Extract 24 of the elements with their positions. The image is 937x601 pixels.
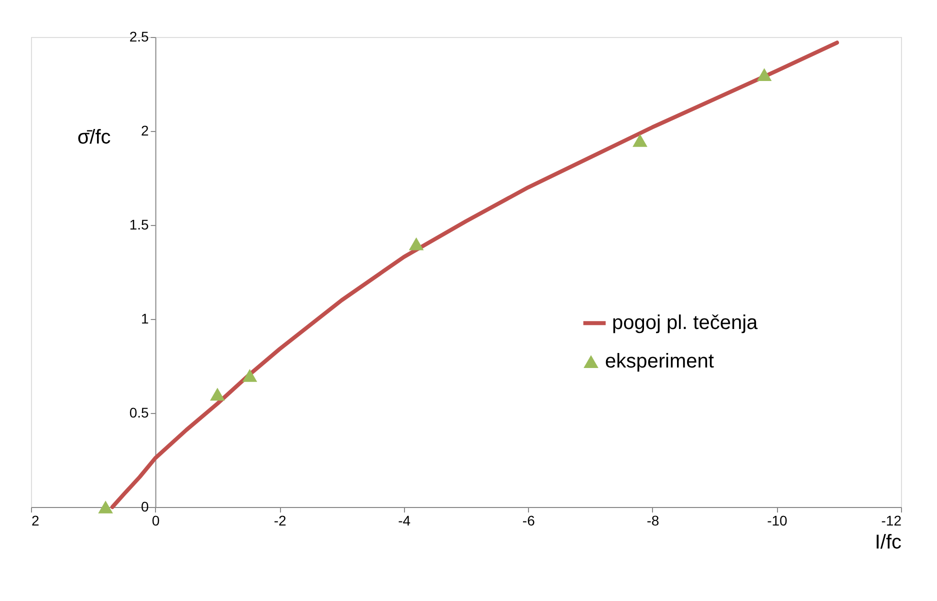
legend-label: eksperiment xyxy=(605,350,714,373)
point xyxy=(632,134,648,147)
x-tick-label: -6 xyxy=(522,512,536,528)
y-tick-label: 2 xyxy=(140,122,149,138)
y-tick-label: 2.5 xyxy=(129,28,149,44)
y-axis-title: σ̄/fc xyxy=(77,126,111,148)
x-tick-label: -12 xyxy=(881,512,902,528)
legend-label: pogoj pl. tečenja xyxy=(612,312,759,334)
x-tick-label: -8 xyxy=(646,512,660,528)
x-axis-title: I/fc xyxy=(874,532,902,554)
x-tick-label: -10 xyxy=(767,512,788,528)
point xyxy=(210,388,225,401)
point xyxy=(242,368,258,382)
y-tick-label: 1 xyxy=(140,310,149,326)
y-tick-label: 0 xyxy=(140,498,149,514)
point xyxy=(756,68,772,82)
y-tick-label: 1.5 xyxy=(129,216,149,232)
point xyxy=(408,237,424,250)
x-tick-label: 0 xyxy=(152,512,160,528)
x-tick-label: 2 xyxy=(32,512,40,528)
point xyxy=(98,500,113,514)
y-tick-label: 0.5 xyxy=(129,404,149,420)
x-tick-label: -4 xyxy=(398,512,411,528)
x-tick-label: -2 xyxy=(274,512,287,528)
